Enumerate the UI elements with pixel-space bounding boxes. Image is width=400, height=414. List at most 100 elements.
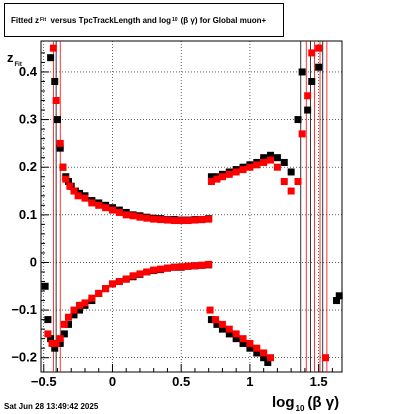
black-data-point — [239, 339, 247, 347]
red-data-point — [81, 194, 89, 202]
red-data-point — [122, 211, 130, 219]
red-data-point — [56, 139, 64, 147]
red-data-point — [44, 330, 52, 338]
y-tick-label: 0.2 — [19, 159, 37, 174]
red-data-point — [102, 204, 110, 212]
red-data-point — [225, 170, 233, 178]
red-data-point — [212, 316, 220, 324]
red-data-point — [177, 217, 185, 225]
red-data-point — [56, 335, 64, 343]
black-data-point — [51, 77, 59, 85]
red-data-point — [267, 354, 275, 362]
black-data-point — [56, 339, 64, 347]
red-data-point — [232, 168, 240, 176]
red-data-point — [232, 330, 240, 338]
black-data-point — [56, 144, 64, 152]
red-data-point — [157, 216, 165, 224]
red-data-point — [225, 325, 233, 333]
red-data-point — [62, 175, 70, 183]
red-data-point — [308, 49, 316, 57]
red-data-point — [260, 349, 268, 357]
red-data-point — [205, 215, 213, 223]
date-stamp: Sat Jun 28 13:49:42 2025 — [4, 402, 99, 411]
red-data-point — [206, 306, 214, 314]
y-axis-label-subscript: Fit — [14, 62, 22, 68]
black-data-point — [287, 168, 295, 176]
red-data-point — [322, 354, 330, 362]
red-data-point — [70, 187, 78, 195]
red-data-point — [273, 163, 281, 171]
black-data-point — [294, 116, 302, 124]
x-axis-label-subscript: 10 — [295, 404, 305, 413]
black-data-point — [207, 173, 215, 181]
red-data-point — [170, 263, 178, 271]
black-data-point — [304, 106, 312, 114]
red-data-point — [213, 175, 221, 183]
plot-frame — [40, 40, 343, 373]
red-data-point — [304, 92, 312, 100]
black-data-point — [280, 158, 288, 166]
red-data-point — [267, 156, 275, 164]
red-data-point — [95, 289, 103, 297]
y-tick-label: 0 — [30, 254, 37, 269]
black-data-point — [273, 154, 281, 162]
red-data-point — [108, 280, 116, 288]
x-tick-label: 0 — [109, 374, 116, 389]
red-data-point — [150, 266, 158, 274]
red-data-point — [260, 158, 268, 166]
red-data-point — [191, 216, 199, 224]
red-data-point — [184, 217, 192, 225]
black-data-point — [47, 54, 55, 62]
red-data-point — [115, 208, 123, 216]
red-data-point — [122, 275, 130, 283]
y-tick-label: 0.4 — [19, 64, 38, 79]
black-data-point — [264, 358, 272, 366]
black-data-point — [335, 292, 343, 300]
red-data-point — [95, 201, 103, 209]
x-tick-label: 0.5 — [172, 374, 190, 389]
black-data-point — [298, 68, 306, 76]
red-data-point — [64, 313, 72, 321]
y-tick-label: −0.2 — [11, 350, 37, 365]
red-data-point — [70, 306, 78, 314]
x-axis-label: log10 (β γ) — [272, 394, 339, 413]
red-data-point — [59, 163, 67, 171]
red-data-point — [81, 299, 89, 307]
black-data-point — [64, 320, 72, 328]
red-data-point — [88, 294, 96, 302]
black-data-point — [225, 330, 233, 338]
red-data-point — [143, 214, 151, 222]
red-data-point — [88, 199, 96, 207]
black-data-point — [253, 349, 261, 357]
title-prefix: Fitted z — [11, 15, 39, 25]
red-data-point — [184, 262, 192, 270]
red-data-point — [280, 177, 288, 185]
x-tick-label: 1.5 — [310, 374, 328, 389]
red-data-point — [205, 260, 213, 268]
black-data-point — [207, 316, 215, 324]
black-data-point — [75, 306, 83, 314]
red-data-point — [170, 217, 178, 225]
red-data-point — [298, 130, 306, 138]
red-data-point — [150, 215, 158, 223]
red-data-point — [52, 97, 60, 105]
red-data-point — [75, 301, 83, 309]
red-data-point — [177, 263, 185, 271]
black-data-point — [315, 63, 323, 71]
y-axis-label-main: z — [7, 50, 14, 65]
black-data-point — [41, 282, 49, 290]
red-data-point — [74, 192, 82, 200]
black-data-point — [260, 154, 268, 162]
y-tick-label: −0.1 — [11, 302, 37, 317]
red-data-point — [287, 187, 295, 195]
red-data-point — [49, 44, 57, 52]
black-data-point — [44, 316, 52, 324]
y-axis-label: zFit — [7, 50, 22, 68]
x-axis-label-main: log — [272, 394, 295, 411]
red-data-point — [246, 339, 254, 347]
black-data-point — [218, 325, 226, 333]
red-data-point — [115, 278, 123, 286]
title-middle: versus TpcTrackLength and log — [46, 15, 172, 25]
red-data-point — [108, 206, 116, 214]
